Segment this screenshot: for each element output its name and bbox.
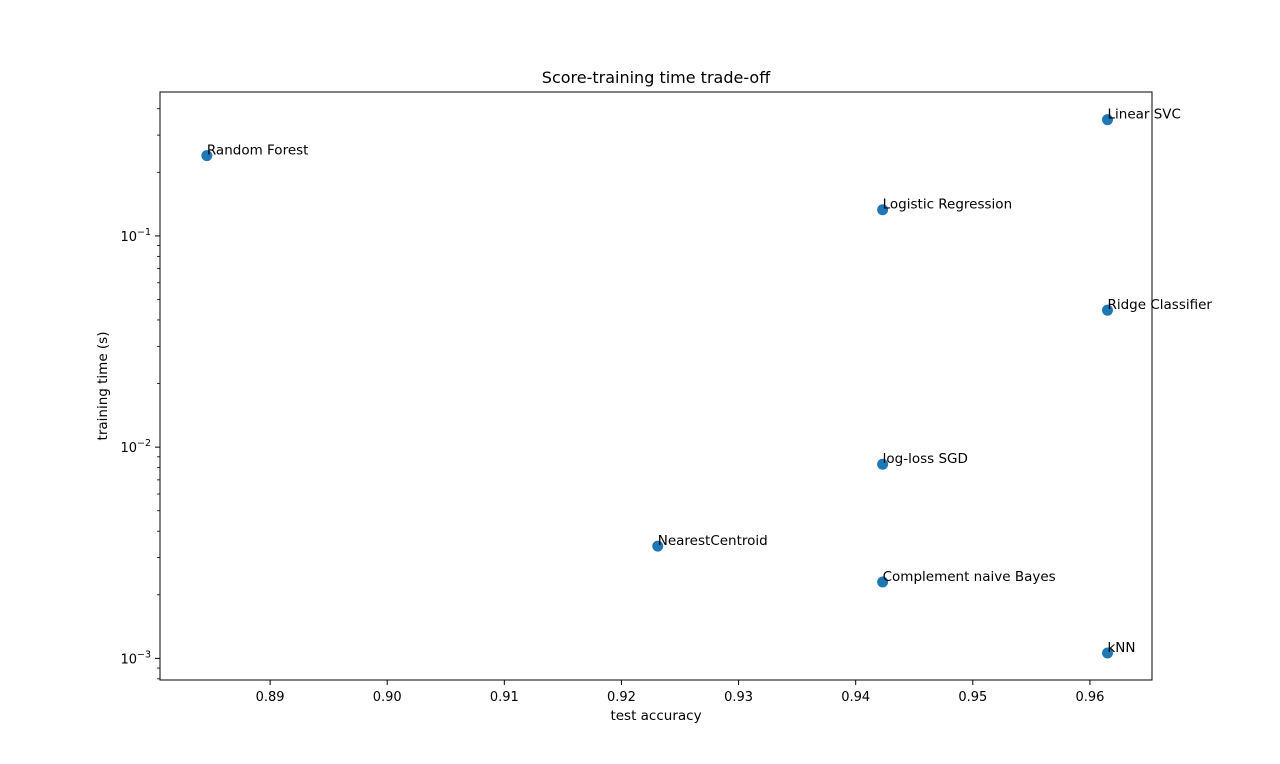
data-point: [877, 458, 889, 470]
y-axis-title: training time (s): [95, 332, 111, 441]
y-tick-label-exponent: −1: [137, 227, 151, 238]
data-point: [1101, 647, 1113, 659]
data-point-label: Complement naive Bayes: [883, 569, 1056, 585]
x-tick-label: 0.89: [256, 690, 285, 705]
plot-frame: [159, 91, 1153, 681]
y-tick-label-exponent: −2: [137, 438, 151, 449]
y-axis-ticks: 10−310−210−1: [120, 108, 160, 680]
data-point: [877, 576, 889, 588]
data-points: Random Forest Linear SVC Logistic Regressi…: [201, 107, 1212, 659]
chart-title: Score-training time trade-off: [542, 68, 771, 87]
data-point-label: Logistic Regression: [883, 197, 1013, 213]
x-tick-label: 0.92: [607, 690, 636, 705]
x-axis-ticks: 0.89 0.90 0.91 0.92 0.93 0.94 0.95 0.96: [256, 680, 1104, 705]
y-tick-label-exponent: −3: [137, 649, 151, 660]
data-point-label: log-loss SGD: [883, 451, 968, 467]
data-point: [1101, 114, 1113, 126]
data-point-label: Random Forest: [207, 143, 309, 159]
data-point-label: Ridge Classifier: [1107, 297, 1212, 313]
data-point-label: kNN: [1107, 640, 1135, 656]
x-tick-label: 0.91: [490, 690, 519, 705]
data-point-label: Linear SVC: [1107, 107, 1180, 123]
y-tick-label: 10−3: [120, 649, 151, 667]
x-tick-label: 0.90: [373, 690, 402, 705]
y-tick-label-base: 10: [120, 441, 137, 456]
data-point: [1101, 304, 1113, 316]
x-axis-title: test accuracy: [610, 708, 701, 724]
y-tick-label: 10−2: [120, 438, 151, 456]
x-tick-label: 0.93: [724, 690, 753, 705]
y-tick-label: 10−1: [120, 227, 151, 245]
y-tick-label-base: 10: [120, 652, 137, 667]
y-tick-label-base: 10: [120, 230, 137, 245]
x-tick-label: 0.95: [958, 690, 987, 705]
data-point: [201, 150, 213, 162]
data-point: [877, 204, 889, 216]
x-tick-label: 0.96: [1075, 690, 1104, 705]
data-point-label: NearestCentroid: [658, 533, 768, 549]
data-point: [652, 540, 664, 552]
x-tick-label: 0.94: [841, 690, 870, 705]
